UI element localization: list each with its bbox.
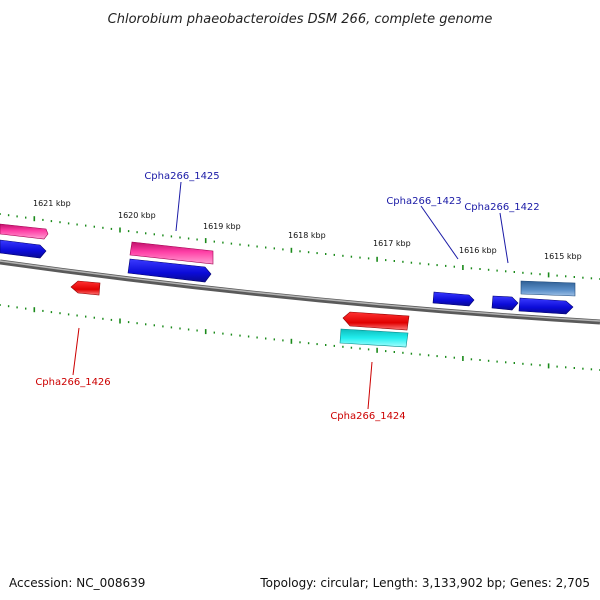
reverse-genes (70, 280, 410, 348)
gene-label-1425[interactable]: Cpha266_1425 (144, 171, 219, 182)
kbp-label-1619: 1619 kbp (203, 222, 241, 231)
gene-blue-left[interactable] (0, 239, 47, 259)
leader-1425 (175, 181, 182, 232)
label-leaders (72, 181, 509, 410)
kbp-label-1620: 1620 kbp (118, 211, 156, 220)
gene-label-1422[interactable]: Cpha266_1422 (464, 202, 539, 213)
kbp-label-1616: 1616 kbp (459, 246, 497, 255)
gene-pink-left[interactable] (0, 223, 49, 240)
leader-1423 (420, 205, 459, 260)
forward-genes (0, 223, 576, 315)
gene-cpha266-1424-red[interactable] (342, 311, 410, 331)
kbp-label-1615: 1615 kbp (544, 252, 582, 261)
gene-cpha266-1426[interactable] (70, 280, 101, 296)
leader-1422 (499, 212, 509, 264)
tick-marks-forward (0, 213, 600, 280)
kbp-label-1618: 1618 kbp (288, 231, 326, 240)
genome-backbone (0, 259, 600, 325)
gene-label-1424[interactable]: Cpha266_1424 (330, 411, 405, 422)
gene-cpha266-1424[interactable] (339, 328, 409, 348)
kbp-label-1621: 1621 kbp (33, 199, 71, 208)
map-title: Chlorobium phaeobacteroides DSM 266, com… (108, 12, 493, 27)
gene-cpha266-1423[interactable] (432, 291, 475, 307)
kbp-label-1617: 1617 kbp (373, 239, 411, 248)
gene-blue-right[interactable] (518, 297, 574, 315)
gene-cpha266-1422-small[interactable] (491, 295, 519, 311)
leader-1424 (367, 361, 373, 410)
genome-backbone-highlight (0, 260, 600, 322)
scale-labels: 1621 kbp 1620 kbp 1619 kbp 1618 kbp 1617… (33, 199, 582, 261)
gene-cpha266-1422[interactable] (520, 280, 576, 297)
leader-1426 (72, 327, 80, 376)
gene-label-1426[interactable]: Cpha266_1426 (35, 377, 110, 388)
gene-label-1423[interactable]: Cpha266_1423 (386, 196, 461, 207)
accession-text: Accession: NC_008639 (9, 576, 146, 590)
gene-cpha266-1425-pink[interactable] (129, 241, 214, 265)
gene-cpha266-1425[interactable] (127, 258, 212, 283)
genome-summary-text: Topology: circular; Length: 3,133,902 bp… (260, 576, 590, 590)
tick-marks-reverse (0, 304, 600, 371)
gene-labels: Cpha266_1425 Cpha266_1423 Cpha266_1422 C… (35, 171, 539, 422)
